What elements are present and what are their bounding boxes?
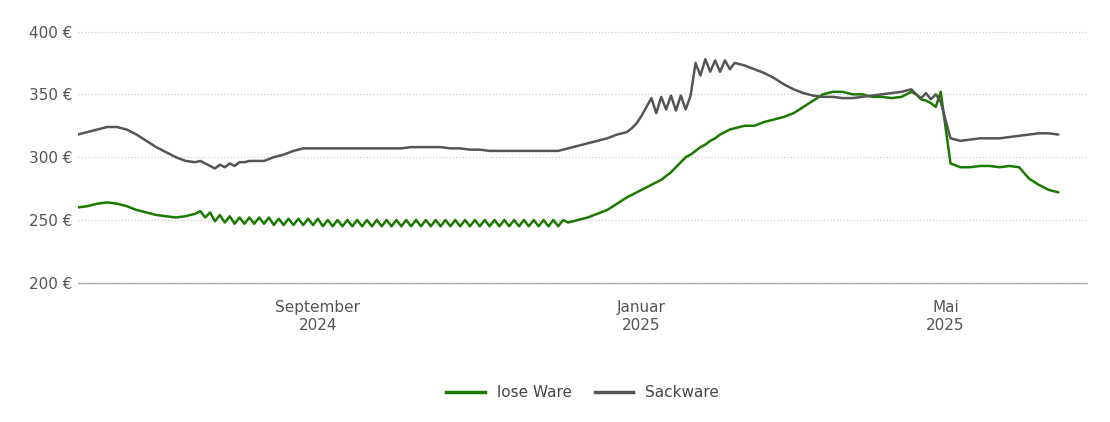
Legend: lose Ware, Sackware: lose Ware, Sackware — [441, 379, 725, 406]
